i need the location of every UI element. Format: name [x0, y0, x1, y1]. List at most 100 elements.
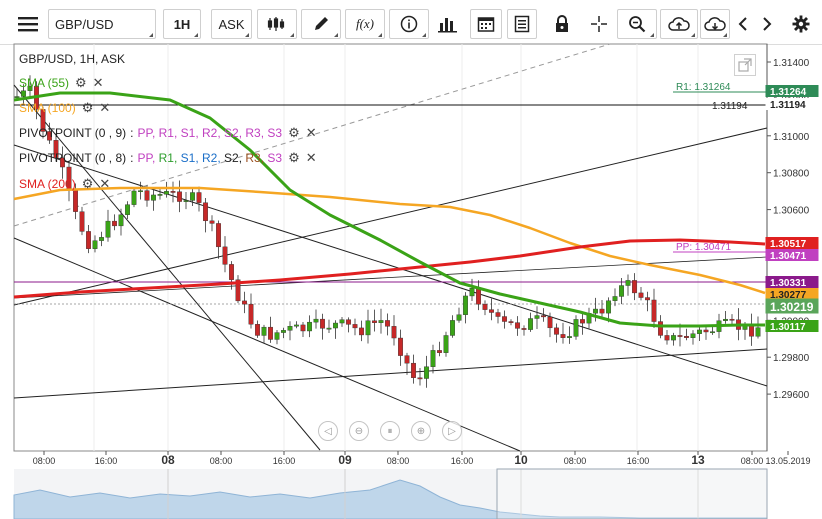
legend-sma55[interactable]: SMA (55) ⚙ ✕: [19, 75, 104, 91]
volume-button[interactable]: [433, 9, 463, 39]
lock-button[interactable]: [548, 9, 576, 39]
candle-body: [619, 285, 624, 297]
chart-toolbar: GBP/USD 1H ASK f(x): [0, 0, 822, 45]
candle-body: [242, 300, 247, 305]
candle-body: [703, 329, 709, 333]
candle-body: [313, 318, 319, 323]
plot-frame: [13, 43, 768, 452]
candle-body: [391, 326, 397, 339]
candle-body: [385, 320, 390, 327]
pivot-param: R1,: [158, 151, 181, 165]
reset-button[interactable]: ⏸: [380, 421, 400, 441]
zoom-in-icon: ⊕: [416, 425, 426, 437]
gear-icon[interactable]: ⚙: [81, 100, 94, 115]
legend-sma100[interactable]: SMA (100) ⚙ ✕: [19, 100, 110, 116]
candle-body: [482, 304, 488, 310]
candle-body: [268, 326, 273, 340]
nav-first-button[interactable]: ◁: [318, 421, 338, 441]
function-icon: f(x): [355, 16, 375, 31]
close-icon[interactable]: ✕: [305, 125, 317, 140]
cloud-download-icon: [704, 17, 726, 31]
time-axis: 08:00 16:00 08 08:00 16:00 09 08:00 16:00 10 08:0…: [33, 451, 811, 467]
price-tag-label: 1.30517: [770, 239, 807, 250]
candle-body: [534, 315, 540, 319]
price-tag-label: 1.30117: [770, 322, 806, 333]
trend-lines[interactable]: R1: 1.31264 1.31194 PP: 1.30471: [13, 43, 768, 452]
close-icon[interactable]: ✕: [305, 150, 317, 165]
zoom-out-button[interactable]: ⊖: [349, 421, 369, 441]
gear-icon[interactable]: ⚙: [288, 125, 300, 140]
zoom-in-button[interactable]: ⊕: [411, 421, 431, 441]
chevron-right-icon: ▷: [448, 425, 456, 437]
zoom-button[interactable]: [617, 9, 657, 39]
candle-body: [21, 90, 26, 97]
time-tick-label: 08:00: [741, 456, 764, 466]
scroll-right-button[interactable]: [756, 9, 778, 39]
calendar-button[interactable]: [470, 9, 502, 39]
candle-body: [443, 335, 449, 353]
candle-body: [216, 223, 221, 248]
pivot-param: R2,: [202, 126, 225, 140]
price-tag: [765, 249, 819, 261]
candle-body: [255, 324, 260, 336]
close-icon[interactable]: ✕: [99, 176, 111, 191]
candle-body: [326, 327, 332, 330]
candle-body: [151, 194, 156, 201]
close-icon[interactable]: ✕: [99, 100, 111, 115]
close-icon[interactable]: ✕: [92, 75, 104, 90]
settings-button[interactable]: [788, 9, 814, 39]
pivot-param: S2,: [224, 151, 246, 165]
gear-icon[interactable]: ⚙: [288, 150, 300, 165]
crosshair-button[interactable]: [585, 9, 613, 39]
price-tag: [765, 98, 819, 110]
gear-icon[interactable]: ⚙: [75, 75, 87, 90]
candle-body: [755, 327, 761, 337]
time-tick-label: 10: [514, 453, 528, 467]
menu-icon[interactable]: [10, 9, 46, 39]
candle-body: [677, 335, 683, 337]
download-button[interactable]: [700, 9, 730, 39]
candle-body: [164, 191, 169, 195]
candle-body: [456, 314, 462, 321]
candle-body: [404, 355, 410, 364]
notes-button[interactable]: [507, 9, 537, 39]
nav-last-button[interactable]: ▷: [442, 421, 462, 441]
timeframe-selector[interactable]: 1H: [163, 9, 201, 39]
upload-button[interactable]: [660, 9, 698, 39]
indicators-button[interactable]: f(x): [345, 9, 385, 39]
r1-label: R1: 1.31264: [676, 82, 731, 93]
symbol-selector[interactable]: GBP/USD: [48, 9, 156, 39]
legend-pivot-8[interactable]: PIVOTPOINT (0 , 8) : PP, R1, S1, R2, S2,…: [19, 150, 317, 165]
draw-tools-button[interactable]: [301, 9, 341, 39]
candle-body: [27, 85, 33, 91]
chart-title: GBP/USD, 1H, ASK: [19, 52, 126, 66]
legend-sma100-label: SMA (100): [19, 101, 76, 115]
price-type-label: ASK: [218, 16, 245, 32]
pivot-param: R2,: [202, 151, 225, 165]
scroll-left-button[interactable]: [732, 9, 754, 39]
candle-body: [359, 327, 364, 336]
candle-body: [671, 335, 676, 341]
candle-body: [333, 322, 338, 329]
info-button[interactable]: [389, 9, 429, 39]
time-tick-label: 08:00: [564, 456, 587, 466]
navigator-area: [13, 479, 768, 519]
price-type-selector[interactable]: ASK: [211, 9, 252, 39]
time-tick-label: 08:00: [33, 456, 56, 466]
candle-body: [281, 330, 286, 333]
candle-body: [658, 321, 663, 336]
navigator-panel[interactable]: [13, 468, 768, 519]
popout-button[interactable]: [734, 54, 756, 76]
legend-pivot-9[interactable]: PIVOTPOINT (0 , 9) : PP, R1, S1, R2, S2,…: [19, 125, 317, 140]
symbol-label: GBP/USD: [55, 16, 114, 32]
candle-body: [489, 309, 494, 313]
cloud-upload-icon: [668, 17, 690, 31]
chart-type-button[interactable]: [257, 9, 297, 39]
legend-sma200[interactable]: SMA (200) ⚙ ✕: [19, 176, 110, 192]
price-tick-label: 1.29800: [773, 353, 810, 364]
zoom-icon: [629, 16, 646, 33]
gear-icon[interactable]: ⚙: [81, 176, 94, 191]
time-tick-label: 16:00: [95, 456, 118, 466]
candle-body: [157, 194, 163, 196]
